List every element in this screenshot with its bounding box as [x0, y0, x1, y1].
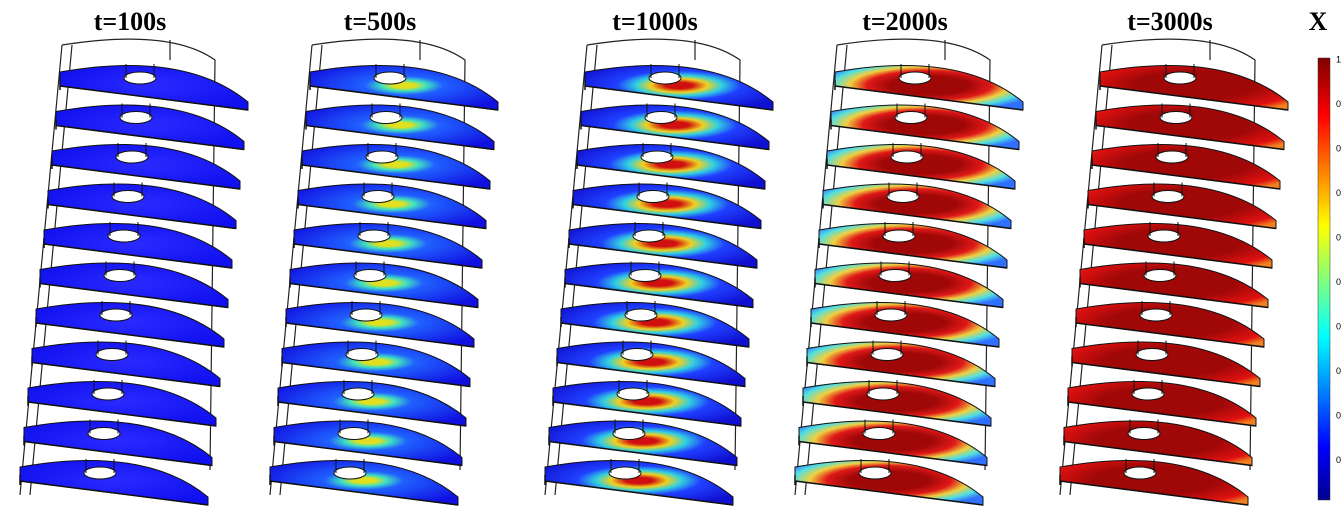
hole [358, 230, 390, 242]
hole [362, 191, 394, 203]
colorbar-tick-label: 0 [1336, 366, 1341, 376]
hole [334, 467, 366, 479]
hole [112, 191, 144, 203]
hole [124, 72, 156, 84]
hole [1144, 270, 1176, 282]
colorbar-tick-label: 0 [1336, 232, 1341, 242]
hole [374, 72, 406, 84]
hole [366, 151, 398, 163]
hole [1164, 72, 1196, 84]
hole [1156, 151, 1188, 163]
colorbar [1318, 58, 1330, 500]
hole [871, 349, 903, 361]
hole [116, 151, 148, 163]
hole [629, 270, 661, 282]
hole [338, 428, 370, 440]
hole [350, 309, 382, 321]
hole [891, 151, 923, 163]
hole [613, 428, 645, 440]
panel-title: t=2000s [862, 7, 948, 36]
hole [645, 112, 677, 124]
colorbar-tick-label: 0 [1336, 321, 1341, 331]
hole [621, 349, 653, 361]
hole [96, 349, 128, 361]
hole [342, 388, 374, 400]
hole [609, 467, 641, 479]
colorbar-title: X [1309, 7, 1328, 36]
hole [1160, 112, 1192, 124]
hole [895, 112, 927, 124]
hole [1136, 349, 1168, 361]
colorbar-tick-label: 0 [1336, 455, 1341, 465]
hole [354, 270, 386, 282]
hole [859, 467, 891, 479]
hole [1128, 428, 1160, 440]
hole [1132, 388, 1164, 400]
hole [633, 230, 665, 242]
colorbar-tick-label: 1 [1336, 54, 1341, 64]
hole [1124, 467, 1156, 479]
hole [875, 309, 907, 321]
hole [883, 230, 915, 242]
colorbar-tick-label: 0 [1336, 410, 1341, 420]
hole [1152, 191, 1184, 203]
hole [84, 467, 116, 479]
hole [641, 151, 673, 163]
hole [625, 309, 657, 321]
panel-title: t=500s [344, 7, 417, 36]
hole [100, 309, 132, 321]
hole [104, 270, 136, 282]
hole [88, 428, 120, 440]
hole [649, 72, 681, 84]
figure: X t=100s t=500s t=1000s t=2000s t=3000s 1 0 0 0 0… [0, 0, 1342, 509]
colorbar-tick-label: 0 [1336, 277, 1341, 287]
hole [879, 270, 911, 282]
hole [1148, 230, 1180, 242]
hole [108, 230, 140, 242]
hole [863, 428, 895, 440]
hole [617, 388, 649, 400]
hole [120, 112, 152, 124]
hole [867, 388, 899, 400]
hole [1140, 309, 1172, 321]
hole [92, 388, 124, 400]
hole [887, 191, 919, 203]
hole [346, 349, 378, 361]
panel-title: t=1000s [612, 7, 698, 36]
hole [899, 72, 931, 84]
panel-title: t=100s [94, 7, 167, 36]
colorbar-tick-label: 0 [1336, 99, 1341, 109]
hole [637, 191, 669, 203]
hole [370, 112, 402, 124]
panel-title: t=3000s [1127, 7, 1213, 36]
colorbar-tick-label: 0 [1336, 188, 1341, 198]
colorbar-tick-label: 0 [1336, 143, 1341, 153]
